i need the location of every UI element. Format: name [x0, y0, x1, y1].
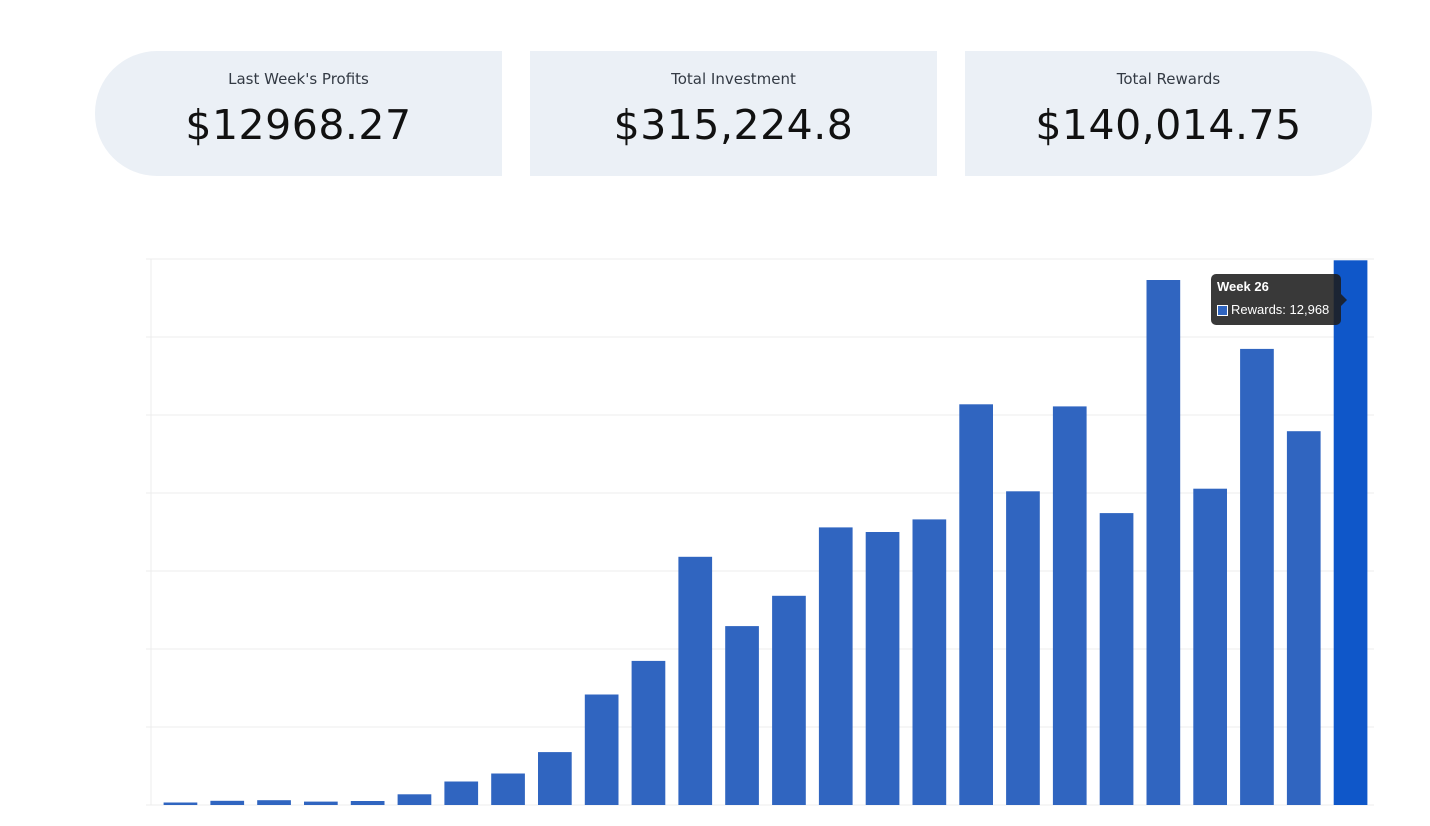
stat-card-last-week-profits: Last Week's Profits $12968.27 [95, 51, 502, 176]
bar-week-11[interactable] [631, 660, 666, 805]
bar-week-15[interactable] [818, 527, 853, 805]
grid-lines [146, 258, 1374, 806]
tooltip-row: Rewards: 12,968 [1217, 302, 1335, 318]
stat-label: Last Week's Profits [228, 70, 369, 88]
bar-week-5[interactable] [350, 801, 385, 805]
stat-label: Total Investment [671, 70, 796, 88]
bar-week-24[interactable] [1240, 348, 1274, 805]
bar-week-18[interactable] [959, 404, 993, 805]
bar-week-6[interactable] [397, 794, 432, 805]
bars [163, 260, 1368, 806]
stats-row: Last Week's Profits $12968.27 Total Inve… [95, 51, 1372, 176]
stat-value: $315,224.8 [613, 101, 854, 149]
bar-week-25[interactable] [1286, 431, 1321, 805]
tooltip-series-label: Rewards: 12,968 [1231, 302, 1330, 317]
bar-week-21[interactable] [1099, 513, 1134, 805]
chart-tooltip: Week 26 Rewards: 12,968 [1211, 274, 1347, 325]
bar-week-4[interactable] [304, 801, 338, 805]
bar-week-9[interactable] [538, 752, 572, 805]
bar-week-26[interactable] [1333, 260, 1368, 805]
bar-week-3[interactable] [257, 800, 291, 805]
bar-week-13[interactable] [725, 626, 759, 805]
bar-week-16[interactable] [865, 532, 900, 805]
stat-value: $12968.27 [185, 101, 412, 149]
stat-label: Total Rewards [1116, 70, 1221, 88]
bar-week-8[interactable] [491, 773, 525, 806]
tooltip-title: Week 26 [1217, 279, 1269, 294]
bar-week-2[interactable] [210, 800, 245, 805]
bar-week-14[interactable] [772, 595, 806, 805]
stat-card-total-rewards: Total Rewards $140,014.75 [965, 51, 1372, 176]
bar-week-10[interactable] [584, 694, 619, 806]
bar-week-19[interactable] [1006, 491, 1040, 805]
bar-week-12[interactable] [678, 556, 713, 805]
tooltip-series-swatch [1217, 304, 1228, 316]
bar-week-1[interactable] [163, 802, 198, 806]
bar-week-22[interactable] [1146, 280, 1181, 805]
bar-week-20[interactable] [1052, 406, 1087, 805]
bar-week-7[interactable] [444, 781, 479, 806]
stat-card-total-investment: Total Investment $315,224.8 [530, 51, 937, 176]
bar-week-17[interactable] [912, 519, 947, 805]
bar-week-23[interactable] [1193, 488, 1227, 805]
stat-value: $140,014.75 [1035, 101, 1302, 149]
